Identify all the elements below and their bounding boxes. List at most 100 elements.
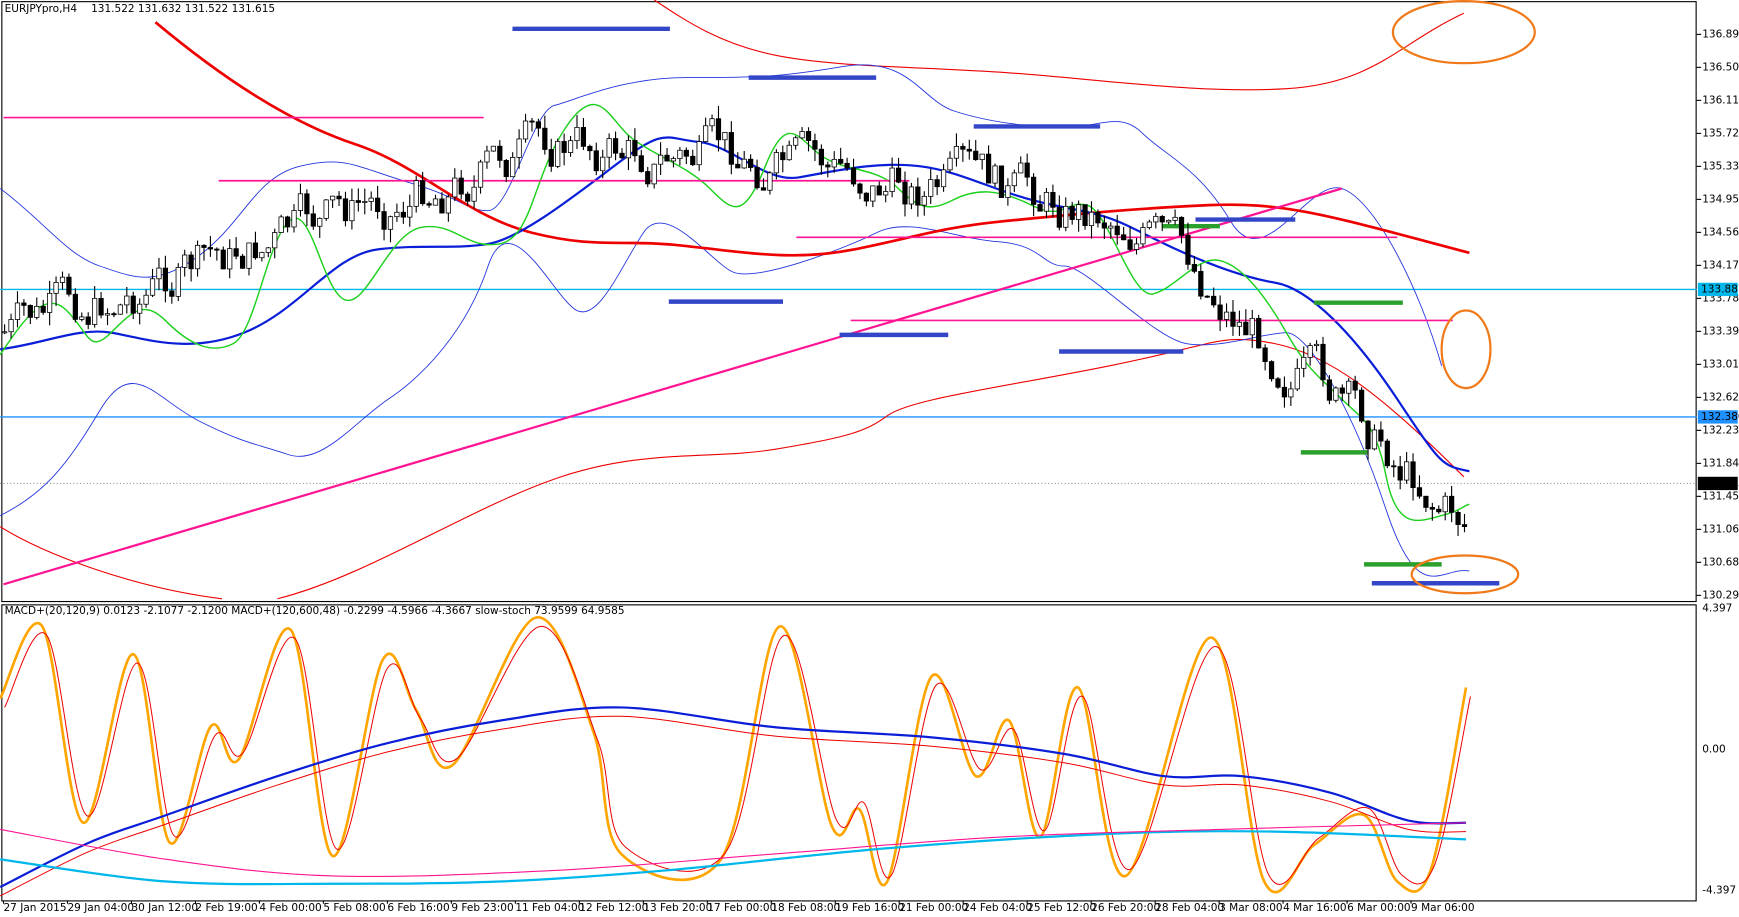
- candle-body: [529, 120, 535, 123]
- candle-body: [1249, 317, 1255, 336]
- candle-body: [220, 249, 226, 270]
- time-label: 30 Jan 12:00: [131, 902, 198, 914]
- candle-body: [426, 203, 432, 206]
- price-label: 135.720: [1702, 127, 1739, 139]
- candle-body: [516, 138, 522, 158]
- candle-body: [1416, 487, 1423, 497]
- candle-body: [214, 248, 220, 251]
- candle-body: [1288, 388, 1294, 398]
- candle-body: [567, 140, 574, 153]
- candle-body: [883, 191, 889, 196]
- candle-body: [169, 290, 175, 297]
- candle-body: [92, 297, 98, 325]
- candle-body: [895, 167, 902, 183]
- candle-body: [1236, 321, 1243, 327]
- candle-body: [973, 150, 979, 160]
- candle-body: [1069, 205, 1075, 220]
- candle-body: [1076, 204, 1082, 220]
- candle-body: [632, 140, 638, 157]
- candle-body: [580, 127, 587, 147]
- candle-body: [375, 197, 381, 212]
- candle-body: [1339, 387, 1345, 394]
- candle-body: [1217, 304, 1223, 320]
- candle-body: [239, 255, 246, 269]
- candle-body: [953, 146, 960, 159]
- candle-body: [1333, 387, 1339, 401]
- price-marker: [1697, 282, 1738, 297]
- candle-body: [349, 200, 355, 222]
- price-label: 134.560: [1702, 226, 1739, 238]
- candle-body: [503, 160, 509, 178]
- candle-body: [1384, 440, 1390, 467]
- candle-body: [284, 216, 291, 228]
- candle-body: [664, 154, 670, 162]
- candle-body: [1358, 389, 1365, 422]
- candle-body: [619, 152, 625, 159]
- price-label: 134.950: [1702, 193, 1739, 205]
- candle-body: [188, 254, 194, 270]
- price-label: 136.110: [1702, 94, 1739, 106]
- candle-body: [902, 181, 908, 205]
- candle-body: [1082, 204, 1088, 226]
- fast-ma: [0, 103, 1470, 522]
- candle-body: [1313, 343, 1320, 346]
- price-label: 133.010: [1702, 358, 1739, 370]
- time-label: 9 Feb 23:00: [451, 902, 513, 914]
- candle-body: [465, 193, 471, 202]
- price-label: 131.450: [1702, 490, 1739, 502]
- support-resistance: [512, 26, 1500, 586]
- candle-body: [124, 295, 130, 306]
- candle-body: [21, 302, 27, 306]
- candle-body: [14, 302, 21, 320]
- time-label: 18 Feb 08:00: [771, 902, 840, 914]
- candle-body: [1262, 347, 1268, 362]
- candle-body: [490, 145, 496, 152]
- candle-body: [1404, 461, 1410, 481]
- candle-body: [1268, 361, 1275, 380]
- candle-body: [1159, 216, 1165, 223]
- candle-body: [548, 149, 554, 167]
- candle-body: [1307, 345, 1313, 358]
- candle-body: [98, 297, 104, 316]
- time-label: 6 Feb 16:00: [387, 902, 449, 914]
- candle-body: [670, 158, 677, 162]
- candle-body: [812, 140, 818, 150]
- candle-body: [368, 197, 374, 202]
- candle-body: [117, 304, 123, 315]
- candle-body: [40, 305, 46, 313]
- time-label: 2 Feb 19:00: [195, 902, 257, 914]
- candle-body: [34, 305, 40, 318]
- candle-body: [1121, 234, 1127, 241]
- candle-body: [407, 205, 413, 218]
- candle-body: [1050, 191, 1056, 208]
- indicator-header: MACD+(20,120,9) 0.0123 -2.1077 -2.1200 M…: [5, 605, 625, 617]
- candle-body: [857, 183, 863, 194]
- candle-body: [818, 148, 824, 166]
- candle-body: [1166, 219, 1172, 223]
- candle-body: [182, 254, 188, 268]
- candle-body: [966, 148, 972, 152]
- candle-body: [1063, 205, 1069, 228]
- candle-body: [1172, 216, 1178, 221]
- stoch-main: [0, 616, 1468, 894]
- candle-body: [291, 210, 297, 228]
- price-marker: [1697, 476, 1738, 491]
- candle-body: [207, 247, 214, 250]
- candle-body: [1088, 211, 1095, 226]
- candle-body: [1230, 311, 1236, 327]
- candle-body: [432, 198, 439, 206]
- candle-body: [381, 211, 387, 230]
- candle-body: [201, 244, 207, 248]
- candle-body: [1301, 356, 1307, 369]
- ohlc: 131.522 131.632 131.522 131.615: [91, 3, 275, 15]
- candle-body: [908, 186, 915, 205]
- candle-body: [786, 144, 792, 161]
- candle-body: [1037, 204, 1043, 212]
- candle-body: [805, 131, 812, 141]
- candle-body: [606, 138, 612, 158]
- candle-body: [1056, 206, 1062, 228]
- candle-body: [53, 282, 59, 294]
- candle-body: [1281, 386, 1288, 398]
- candle-body: [921, 195, 927, 206]
- candle-body: [612, 138, 619, 154]
